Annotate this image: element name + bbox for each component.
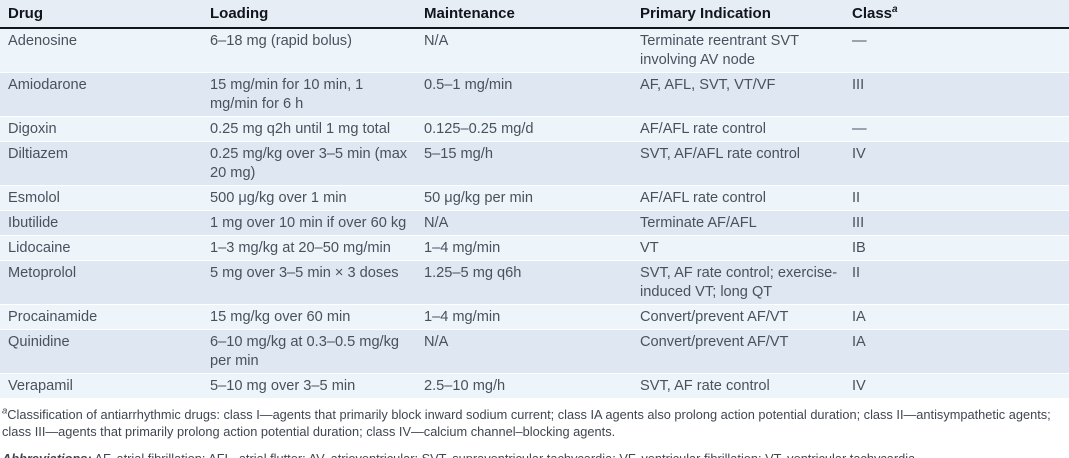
cell-drug: Metoprolol [0,260,210,305]
table-row: Ibutilide 1 mg over 10 min if over 60 kg N… [0,210,1069,236]
cell-class: III [852,210,1069,236]
column-header-class: Classa [852,0,1069,29]
cell-loading: 1 mg over 10 min if over 60 kg [210,210,424,236]
cell-loading: 5–10 mg over 3–5 min [210,373,424,399]
cell-drug: Procainamide [0,304,210,330]
cell-maintenance: 50 μg/kg per min [424,185,640,211]
cell-maintenance: N/A [424,210,640,236]
cell-loading: 0.25 mg/kg over 3–5 min (max 20 mg) [210,141,424,186]
table-header: Drug Loading Maintenance Primary Indicat… [0,0,1069,29]
cell-maintenance: 1.25–5 mg q6h [424,260,640,305]
cell-drug: Lidocaine [0,235,210,261]
cell-drug: Diltiazem [0,141,210,186]
cell-class: — [852,28,1069,73]
cell-maintenance: 0.125–0.25 mg/d [424,116,640,142]
table-row: Procainamide 15 mg/kg over 60 min 1–4 mg/m… [0,304,1069,330]
abbreviations-footnote: Abbreviations: AF, atrial fibrillation; … [2,450,1065,458]
cell-indication: Convert/prevent AF/VT [640,329,852,374]
class-footnote-marker: a [892,4,898,15]
cell-drug: Verapamil [0,373,210,399]
column-header-primary-indication: Primary Indication [640,0,852,29]
cell-maintenance: 5–15 mg/h [424,141,640,186]
cell-indication: SVT, AF rate control; exercise-induced V… [640,260,852,305]
cell-drug: Esmolol [0,185,210,211]
cell-loading: 5 mg over 3–5 min × 3 doses [210,260,424,305]
table-row: Esmolol 500 μg/kg over 1 min 50 μg/kg per … [0,185,1069,211]
cell-indication: SVT, AF rate control [640,373,852,399]
table-row: Verapamil 5–10 mg over 3–5 min 2.5–10 mg/h… [0,373,1069,399]
column-header-drug: Drug [0,0,210,29]
header-row: Drug Loading Maintenance Primary Indicat… [0,0,1069,29]
table-row: Quinidine 6–10 mg/kg at 0.3–0.5 mg/kg per… [0,329,1069,374]
cell-class: IV [852,141,1069,186]
cell-maintenance: N/A [424,28,640,73]
antiarrhythmic-drug-table: Drug Loading Maintenance Primary Indicat… [0,0,1069,399]
cell-maintenance: 1–4 mg/min [424,304,640,330]
table-row: Adenosine 6–18 mg (rapid bolus) N/A Termina… [0,28,1069,73]
cell-drug: Ibutilide [0,210,210,236]
cell-drug: Amiodarone [0,72,210,117]
cell-indication: AF/AFL rate control [640,116,852,142]
column-header-maintenance: Maintenance [424,0,640,29]
column-header-class-label: Class [852,5,893,22]
table-row: Lidocaine 1–3 mg/kg at 20–50 mg/min 1–4 mg… [0,235,1069,261]
cell-maintenance: 2.5–10 mg/h [424,373,640,399]
cell-class: IA [852,304,1069,330]
cell-indication: AF, AFL, SVT, VT/VF [640,72,852,117]
cell-loading: 6–18 mg (rapid bolus) [210,28,424,73]
cell-indication: VT [640,235,852,261]
cell-class: III [852,72,1069,117]
cell-drug: Digoxin [0,116,210,142]
cell-loading: 6–10 mg/kg at 0.3–0.5 mg/kg per min [210,329,424,374]
cell-maintenance: 0.5–1 mg/min [424,72,640,117]
cell-class: — [852,116,1069,142]
cell-loading: 1–3 mg/kg at 20–50 mg/min [210,235,424,261]
classification-footnote-text: Classification of antiarrhythmic drugs: … [2,407,1051,439]
footnote-marker: a [2,405,8,417]
cell-class: II [852,185,1069,211]
cell-drug: Adenosine [0,28,210,73]
cell-indication: Convert/prevent AF/VT [640,304,852,330]
cell-indication: SVT, AF/AFL rate control [640,141,852,186]
table-row: Metoprolol 5 mg over 3–5 min × 3 doses 1.2… [0,260,1069,305]
cell-loading: 15 mg/kg over 60 min [210,304,424,330]
cell-maintenance: N/A [424,329,640,374]
cell-loading: 500 μg/kg over 1 min [210,185,424,211]
cell-class: IA [852,329,1069,374]
abbreviations-label: Abbreviations: [2,451,92,458]
cell-indication: AF/AFL rate control [640,185,852,211]
cell-class: IB [852,235,1069,261]
cell-class: II [852,260,1069,305]
cell-maintenance: 1–4 mg/min [424,235,640,261]
cell-indication: Terminate AF/AFL [640,210,852,236]
cell-indication: Terminate reentrant SVT involving AV nod… [640,28,852,73]
table-row: Amiodarone 15 mg/min for 10 min, 1 mg/min… [0,72,1069,117]
column-header-loading: Loading [210,0,424,29]
table-row: Diltiazem 0.25 mg/kg over 3–5 min (max 20… [0,141,1069,186]
table-row: Digoxin 0.25 mg q2h until 1 mg total 0.125… [0,116,1069,142]
abbreviations-text: AF, atrial fibrillation; AFL, atrial flu… [92,451,918,458]
cell-class: IV [852,373,1069,399]
cell-drug: Quinidine [0,329,210,374]
classification-footnote: aClassification of antiarrhythmic drugs:… [2,406,1065,440]
table-body: Adenosine 6–18 mg (rapid bolus) N/A Termina… [0,28,1069,399]
cell-loading: 15 mg/min for 10 min, 1 mg/min for 6 h [210,72,424,117]
cell-loading: 0.25 mg q2h until 1 mg total [210,116,424,142]
footnotes: aClassification of antiarrhythmic drugs:… [0,399,1069,458]
